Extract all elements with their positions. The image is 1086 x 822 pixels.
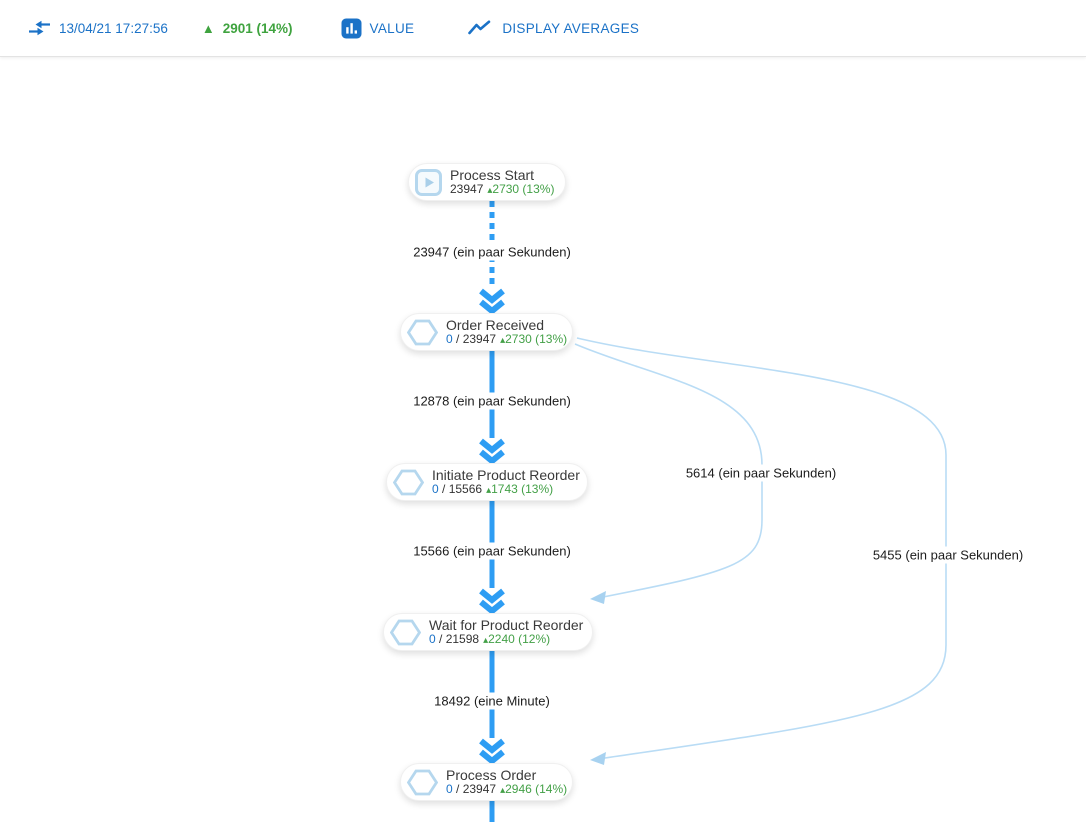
node-trend: ▴2730 (13%) <box>487 182 554 196</box>
trend-text: 2730 (13%) <box>492 182 555 197</box>
averages-button-label: DISPLAY AVERAGES <box>502 20 640 36</box>
edge-order-received-to-process-order <box>576 337 947 760</box>
trend-text: 1743 (13%) <box>491 482 554 497</box>
node-initiate-product-reorder[interactable]: Initiate Product Reorder 0 / 15566 ▴1743 … <box>386 463 588 501</box>
node-total: / 23947 <box>456 782 497 797</box>
node-current: 0 <box>432 482 439 497</box>
node-stats: 0 / 15566 ▴1743 (13%) <box>432 482 580 497</box>
trend-value: 2901 (14%) <box>222 20 293 36</box>
compare-arrows-icon <box>29 20 50 36</box>
node-total: / 21598 <box>439 632 480 647</box>
node-total: / 15566 <box>442 482 483 497</box>
trend-text: 2946 (14%) <box>505 782 568 797</box>
edge-label-loop-process: 5455 (ein paar Sekunden) <box>868 546 1028 564</box>
toolbar: 13/04/21 17:27:56 ▲ 2901 (14%) VALUE DIS… <box>0 0 1086 57</box>
node-trend: ▴2730 (13%) <box>500 332 567 346</box>
trend-up-icon: ▴ <box>500 785 506 797</box>
node-title: Order Received <box>446 317 545 334</box>
edge-label-initiate-wait: 15566 (ein paar Sekunden) <box>409 542 575 560</box>
node-title: Process Start <box>450 167 535 184</box>
node-title: Initiate Product Reorder <box>432 467 580 484</box>
node-count: 23947 <box>450 182 484 197</box>
bar-chart-icon <box>341 18 362 38</box>
edge-label-order-initiate: 12878 (ein paar Sekunden) <box>409 392 575 410</box>
edge-arrowhead-wait <box>590 591 606 604</box>
display-averages-button[interactable]: DISPLAY AVERAGES <box>468 19 640 37</box>
trend-up-icon: ▴ <box>487 185 493 197</box>
edge-chevron <box>479 588 505 604</box>
node-title: Process Order <box>446 767 537 784</box>
edge-arrowhead-process-order <box>590 752 606 765</box>
value-button-label: VALUE <box>369 20 415 36</box>
node-wait-for-product-reorder[interactable]: Wait for Product Reorder 0 / 21598 ▴2240 … <box>383 613 593 651</box>
node-trend: ▴2946 (14%) <box>500 782 567 796</box>
edge-label-start-order: 23947 (ein paar Sekunden) <box>409 243 575 261</box>
hexagon-task-icon <box>407 319 438 346</box>
edge-chevron <box>479 749 505 765</box>
hexagon-task-icon <box>390 619 421 646</box>
process-flow-canvas: 23947 (ein paar Sekunden) 12878 (ein paa… <box>0 57 1086 822</box>
node-title: Wait for Product Reorder <box>429 617 584 634</box>
trend-up-icon: ▴ <box>483 635 489 647</box>
timespan-selector[interactable]: 13/04/21 17:27:56 <box>28 19 168 37</box>
edge-chevron <box>479 738 505 754</box>
trend-line-icon <box>468 19 491 34</box>
trend-indicator: ▲ 2901 (14%) <box>202 21 293 36</box>
node-trend: ▴2240 (12%) <box>483 632 550 646</box>
node-trend: ▴1743 (13%) <box>486 482 553 496</box>
trend-up-icon: ▲ <box>201 20 215 36</box>
trend-up-icon: ▴ <box>486 485 492 497</box>
node-stats: 23947 ▴2730 (13%) <box>450 182 554 197</box>
node-stats: 0 / 21598 ▴2240 (12%) <box>429 632 583 647</box>
edge-chevron <box>479 449 505 465</box>
trend-text: 2240 (12%) <box>488 632 551 647</box>
node-process-start[interactable]: Process Start 23947 ▴2730 (13%) <box>408 163 566 201</box>
node-current: 0 <box>446 782 453 797</box>
node-process-order[interactable]: Process Order 0 / 23947 ▴2946 (14%) <box>400 763 573 801</box>
node-stats: 0 / 23947 ▴2946 (14%) <box>446 782 567 797</box>
node-total: / 23947 <box>456 332 497 347</box>
play-event-icon <box>415 168 442 196</box>
node-current: 0 <box>429 632 436 647</box>
edge-chevron <box>479 288 505 304</box>
hexagon-task-icon <box>407 769 438 796</box>
hexagon-task-icon <box>393 469 424 496</box>
edge-label-loop-wait: 5614 (ein paar Sekunden) <box>681 464 841 482</box>
trend-text: 2730 (13%) <box>505 332 568 347</box>
trend-up-icon: ▴ <box>500 335 506 347</box>
node-current: 0 <box>446 332 453 347</box>
edge-label-wait-process: 18492 (eine Minute) <box>430 692 554 710</box>
node-order-received[interactable]: Order Received 0 / 23947 ▴2730 (13%) <box>400 313 573 351</box>
value-toggle-button[interactable]: VALUE <box>341 18 415 39</box>
edge-chevron <box>479 299 505 315</box>
edge-chevron <box>479 599 505 615</box>
timestamp-label: 13/04/21 17:27:56 <box>59 20 168 36</box>
node-stats: 0 / 23947 ▴2730 (13%) <box>446 332 567 347</box>
edge-chevron <box>479 438 505 454</box>
